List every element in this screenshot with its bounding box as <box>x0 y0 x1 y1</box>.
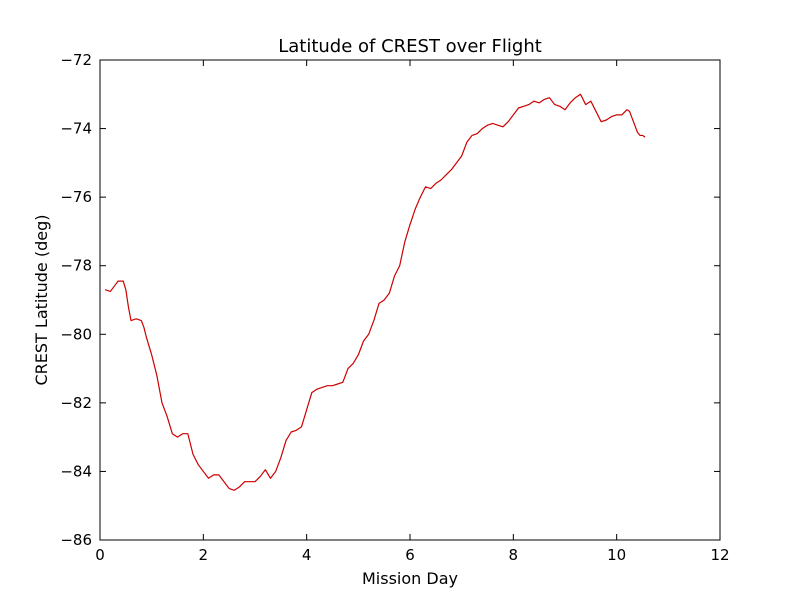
y-axis-label: CREST Latitude (deg) <box>32 215 51 386</box>
axis-ticks: 0 2 4 6 8 10 12 −86 −84 −82 −80 −78 −76 −74 −72 <box>60 51 729 564</box>
y-tick-label: −74 <box>60 120 92 138</box>
y-tick-label: −84 <box>60 462 92 480</box>
x-tick-label: 8 <box>509 546 519 564</box>
x-tick-label: 2 <box>199 546 209 564</box>
y-tick-label: −78 <box>60 257 92 275</box>
y-tick-label: −80 <box>60 325 92 343</box>
axes-frame <box>99 59 721 541</box>
y-tick-label: −72 <box>60 51 92 69</box>
x-tick-label: 0 <box>95 546 105 564</box>
x-tick-label: 6 <box>405 546 415 564</box>
x-tick-label: 4 <box>302 546 312 564</box>
x-tick-label: 10 <box>607 546 626 564</box>
y-tick-label: −76 <box>60 188 92 206</box>
x-tick-label: 12 <box>710 546 729 564</box>
plot-area <box>104 93 646 491</box>
latitude-series-line <box>104 93 646 491</box>
y-tick-label: −86 <box>60 531 92 549</box>
chart-title: Latitude of CREST over Flight <box>278 36 542 57</box>
x-axis-label: Mission Day <box>362 569 458 588</box>
y-tick-label: −82 <box>60 394 92 412</box>
